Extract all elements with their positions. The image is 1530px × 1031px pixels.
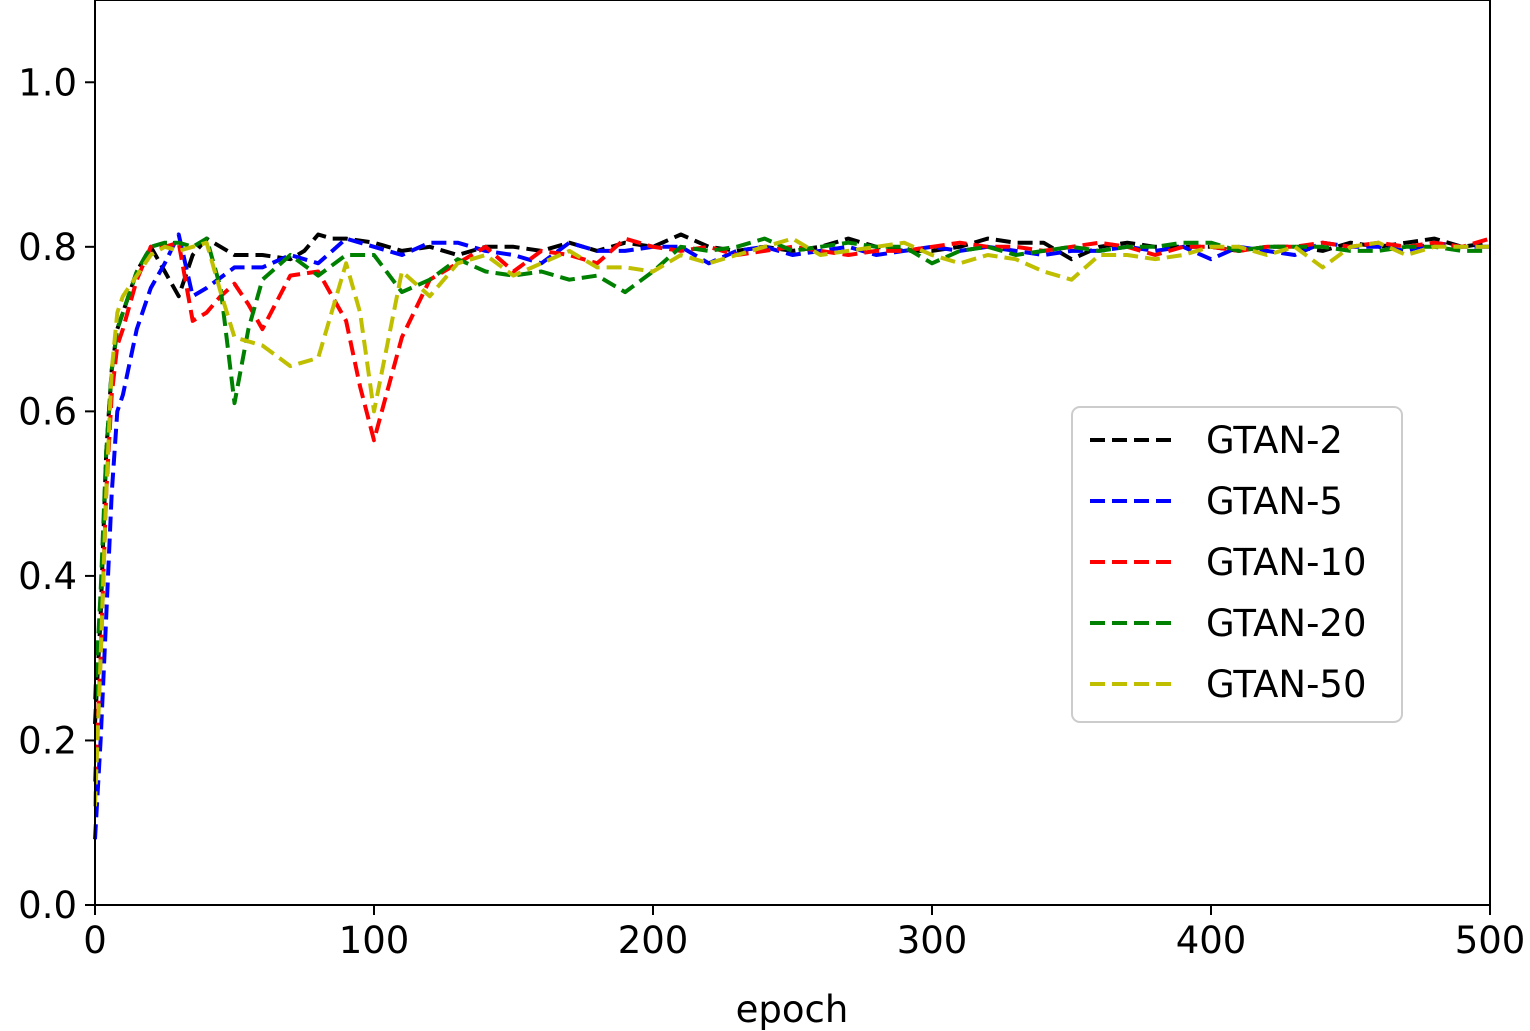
y-tick-label: 0.4 <box>18 555 77 598</box>
legend-item-gtan-10: GTAN-10 <box>1090 541 1367 584</box>
y-axis: 0.0 0.2 0.4 0.6 0.8 1.0 <box>18 61 95 927</box>
legend-label: GTAN-20 <box>1206 602 1367 645</box>
series-line-gtan-5 <box>93 232 1490 840</box>
plot-frame <box>94 0 1491 906</box>
series-line-gtan-10 <box>93 236 1491 782</box>
legend-item-gtan-2: GTAN-2 <box>1090 419 1343 462</box>
x-tick-label: 100 <box>339 919 410 962</box>
legend-item-gtan-20: GTAN-20 <box>1090 602 1367 645</box>
legend-label: GTAN-2 <box>1206 419 1343 462</box>
legend-label: GTAN-10 <box>1206 541 1367 584</box>
series-line-gtan-50 <box>93 236 1490 807</box>
series-line-gtan-20 <box>93 236 1490 700</box>
series-layer <box>93 232 1491 840</box>
y-tick-label: 0.2 <box>18 719 77 762</box>
y-tick-label: 0.8 <box>18 226 77 269</box>
x-axis: 0 100 200 300 400 500 <box>83 905 1525 962</box>
legend: GTAN-2 GTAN-5 GTAN-10 GTAN-20 GTAN-50 <box>1071 406 1403 723</box>
x-axis-title: epoch <box>736 988 849 1031</box>
x-tick-label: 400 <box>1176 919 1247 962</box>
legend-box <box>1071 406 1403 723</box>
legend-item-gtan-50: GTAN-50 <box>1090 663 1367 706</box>
legend-label: GTAN-5 <box>1206 480 1343 523</box>
legend-item-gtan-5: GTAN-5 <box>1090 480 1343 523</box>
x-tick-label: 300 <box>897 919 968 962</box>
legend-label: GTAN-50 <box>1206 663 1367 706</box>
y-tick-label: 0.6 <box>18 390 77 433</box>
x-tick-label: 200 <box>618 919 689 962</box>
y-tick-label: 1.0 <box>18 61 77 104</box>
x-tick-label: 0 <box>83 919 107 962</box>
x-tick-label: 500 <box>1455 919 1526 962</box>
y-tick-label: 0.0 <box>18 884 77 927</box>
